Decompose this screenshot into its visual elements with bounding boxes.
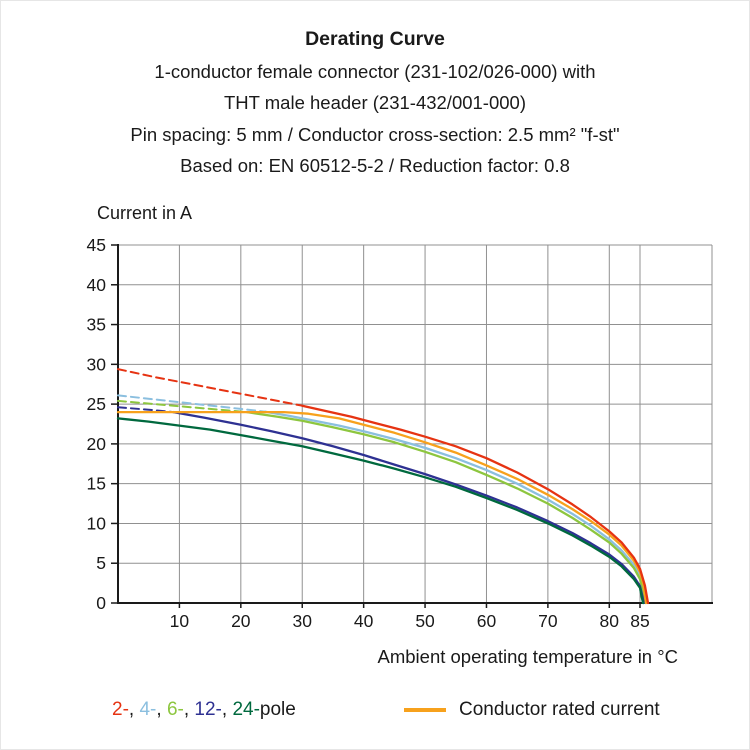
legend-item-12-pole: 12-, xyxy=(194,699,233,720)
curve-conductor-rated-current xyxy=(116,410,648,605)
curve-4-pole xyxy=(264,410,648,605)
legend-item-24-pole: 24-pole xyxy=(232,699,296,720)
legend-pole-suffix: pole xyxy=(259,699,296,720)
svg-text:25: 25 xyxy=(87,394,106,414)
svg-text:30: 30 xyxy=(293,611,313,631)
curve-6-pole xyxy=(245,410,647,605)
chart-title: Derating Curve xyxy=(305,28,445,50)
curve-2-pole-dashed xyxy=(117,368,304,407)
svg-text:15: 15 xyxy=(87,474,106,494)
legend-rated-current: Conductor rated current xyxy=(404,699,660,721)
subtitle-line-2: THT male header (231-432/001-000) xyxy=(224,92,526,113)
legend-pole-counts: 2-, 4-, 6-, 12-, 24-pole xyxy=(112,699,296,721)
svg-text:45: 45 xyxy=(87,235,106,255)
svg-text:70: 70 xyxy=(538,611,558,631)
legend-item-4-pole: 4-, xyxy=(139,699,167,720)
subtitle-line-3: Pin spacing: 5 mm / Conductor cross-sect… xyxy=(130,123,620,145)
svg-text:40: 40 xyxy=(87,275,107,295)
svg-text:20: 20 xyxy=(231,611,251,631)
svg-text:60: 60 xyxy=(477,611,497,631)
curve-24-pole xyxy=(116,417,645,605)
svg-text:0: 0 xyxy=(96,593,106,613)
curve-12-pole xyxy=(172,410,645,605)
subtitle-line-1: 1-conductor female connector (231-102/02… xyxy=(154,60,596,82)
svg-text:50: 50 xyxy=(415,611,435,631)
svg-text:80: 80 xyxy=(600,611,620,631)
svg-text:30: 30 xyxy=(87,354,107,374)
svg-text:35: 35 xyxy=(87,315,106,335)
svg-text:10: 10 xyxy=(170,611,190,631)
rated-current-label: Conductor rated current xyxy=(459,699,660,720)
x-axis-label: Ambient operating temperature in °C xyxy=(377,646,678,667)
y-axis-label: Current in A xyxy=(97,203,193,223)
svg-text:5: 5 xyxy=(96,553,106,573)
legend-item-2-pole: 2-, xyxy=(112,699,140,720)
curve-2-pole xyxy=(301,404,650,605)
rated-current-line-swatch xyxy=(404,708,446,712)
chart-header: Derating Curve 1-conductor female connec… xyxy=(0,24,750,182)
curve-4-pole-dashed xyxy=(117,394,267,413)
subtitle-line-4: Based on: EN 60512-5-2 / Reduction facto… xyxy=(180,155,570,176)
svg-text:85: 85 xyxy=(630,611,649,631)
svg-text:20: 20 xyxy=(87,434,107,454)
svg-text:40: 40 xyxy=(354,611,374,631)
legend-item-6-pole: 6-, xyxy=(166,699,195,720)
svg-text:10: 10 xyxy=(87,513,107,533)
